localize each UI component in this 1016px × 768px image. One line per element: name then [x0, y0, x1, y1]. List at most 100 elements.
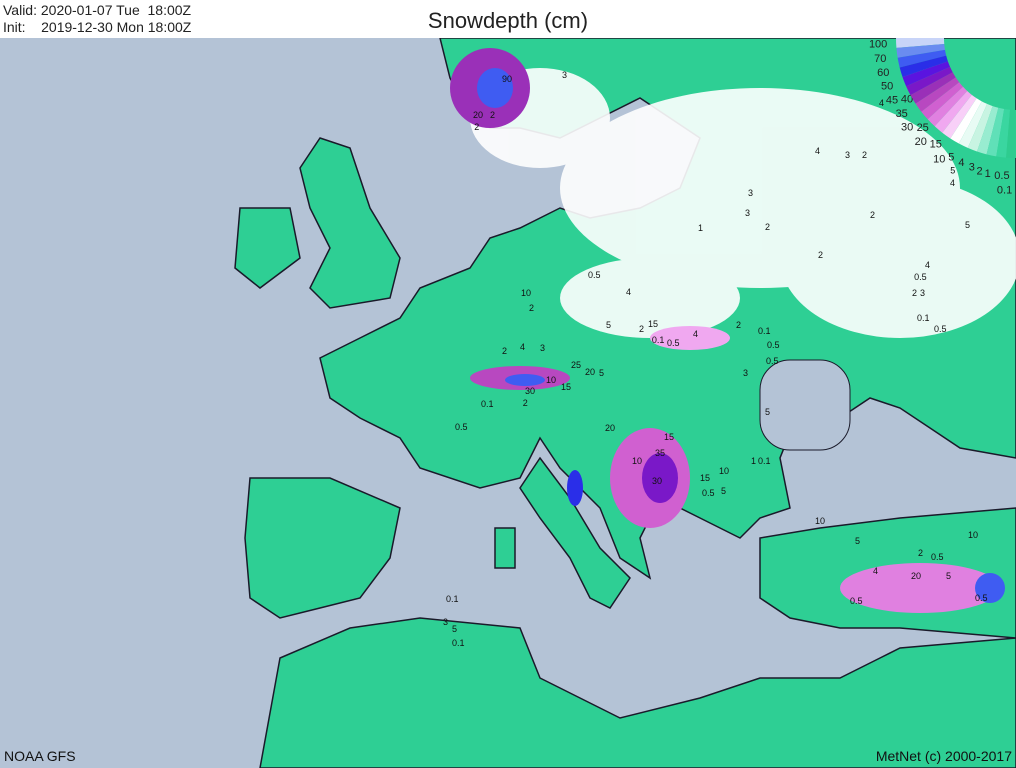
map-title: Snowdepth (cm)	[427, 8, 589, 33]
snow-depth-label: 20	[911, 571, 921, 581]
snow-depth-label: 4	[879, 98, 884, 108]
snow-depth-label: 20	[473, 110, 483, 120]
snow-depth-label: 3	[743, 368, 748, 378]
snow-depth-label: 0.1	[481, 399, 494, 409]
legend-swatch	[915, 77, 960, 112]
snow-depth-label: 3	[562, 70, 567, 80]
legend-swatch	[899, 55, 948, 77]
snow-depth-label: 15	[648, 319, 658, 329]
legend-label: 0.1	[997, 185, 1012, 197]
snow-depth-label: 15	[561, 382, 571, 392]
legend-label: 50	[881, 81, 893, 93]
snow-depth-label: 5	[855, 536, 860, 546]
snow-depth-label: 0.1	[758, 326, 771, 336]
snow-depth-label: 5	[452, 624, 457, 634]
snow-cover	[470, 68, 1016, 338]
snow-depth-label: 0.5	[931, 552, 944, 562]
data-source: NOAA GFS	[4, 748, 76, 764]
snow-depth-label: 10	[521, 288, 531, 298]
snow-depth-label: 0.1	[917, 313, 930, 323]
ireland	[234, 207, 301, 289]
snow-depth-label: 25	[571, 360, 581, 370]
snow-depth-label: 10	[546, 375, 556, 385]
snow-depth-label: 5	[721, 486, 726, 496]
snow-depth-label: 4	[693, 329, 698, 339]
header: Valid: 2020-01-07 Tue 18:00Z Init: 2019-…	[0, 0, 1016, 38]
snow-depth-label: 0.5	[767, 340, 780, 350]
black-sea	[759, 359, 851, 451]
snow-depth-label: 2	[765, 222, 770, 232]
snow-depth-label: 15	[700, 473, 710, 483]
snow-depth-label: 0.1	[652, 335, 665, 345]
snow-depth-label: 4	[520, 342, 525, 352]
legend-label: 25	[917, 122, 929, 134]
snow-depth-label: 5	[965, 220, 970, 230]
iberia	[244, 477, 401, 619]
snow-depth-label: 3	[745, 208, 750, 218]
snow-depth-label: 4	[873, 566, 878, 576]
snow-depth-label: 10	[815, 516, 825, 526]
snow-depth-label: 2	[870, 210, 875, 220]
snow-depth-label: 20	[585, 367, 595, 377]
legend-label: 2	[977, 165, 983, 177]
legend-label: 1	[985, 168, 991, 180]
copyright: MetNet (c) 2000-2017	[875, 748, 1012, 764]
italy	[519, 456, 631, 609]
snow-depth-label: 2	[529, 303, 534, 313]
legend-swatch	[1006, 109, 1016, 158]
snow-depth-label: 2	[502, 346, 507, 356]
snow-depth-label: 1	[751, 456, 756, 466]
legend-label: 30	[901, 122, 913, 134]
snow-depth-label: 0.5	[455, 422, 468, 432]
valid-time: Valid: 2020-01-07 Tue 18:00Z	[3, 2, 192, 18]
snow-depth-label: 2	[912, 288, 917, 298]
legend-swatch	[950, 98, 982, 144]
legend-swatch	[897, 49, 947, 68]
snow-depth-label: 3	[540, 343, 545, 353]
legend-label: 70	[874, 53, 886, 65]
snow-depth-label: 3	[845, 150, 850, 160]
legend-label: 45	[886, 94, 898, 106]
snow-depth-label: 4	[925, 260, 930, 270]
snow-depth-label: 2	[862, 150, 867, 160]
snow-depth-label: 0.1	[446, 594, 459, 604]
snow-depth-label: 30	[652, 476, 662, 486]
legend-label: 100	[869, 39, 887, 51]
snow-depth-label: 0.5	[766, 356, 779, 366]
legend-swatch	[921, 82, 964, 120]
snow-depth-label: 2	[490, 110, 495, 120]
legend-label: 4	[958, 157, 964, 169]
snow-depth-label: 0.5	[914, 272, 927, 282]
legend-label: 20	[915, 136, 927, 148]
snow-depth-label: 4	[950, 178, 955, 188]
snow-depth-label: 2	[818, 250, 823, 260]
sardinia	[494, 527, 516, 569]
snow-depth-label: 0.1	[758, 456, 771, 466]
snow-depth-label: 2	[736, 320, 741, 330]
legend-label: 40	[901, 94, 913, 106]
snow-depth-label: 5	[946, 571, 951, 581]
legend-swatch	[902, 61, 951, 87]
legend-label: 15	[930, 138, 942, 150]
legend-swatch	[896, 38, 945, 48]
init-time: Init: 2019-12-30 Mon 18:00Z	[3, 19, 192, 35]
snow-depth-label: 0.5	[588, 270, 601, 280]
snow-depth-label: 4	[626, 287, 631, 297]
legend-label: 5	[948, 152, 954, 164]
snow-depth-label: 20	[605, 423, 615, 433]
snow-depth-label: 5	[599, 368, 604, 378]
legend-swatch	[942, 94, 977, 139]
snow-depth-label: 90	[502, 74, 512, 84]
legend-swatch	[986, 107, 1005, 157]
uk	[299, 137, 401, 309]
legend-label: 60	[877, 67, 889, 79]
snow-depth-label: 15	[664, 432, 674, 442]
snow-depth-label: 10	[719, 466, 729, 476]
legend-swatch	[927, 86, 968, 127]
snow-depth-label: 2	[523, 398, 528, 408]
legend-swatch	[906, 66, 953, 96]
snow-depth-label: 10	[968, 530, 978, 540]
legend-swatch	[967, 103, 993, 152]
snow-depth-label: 1	[698, 223, 703, 233]
